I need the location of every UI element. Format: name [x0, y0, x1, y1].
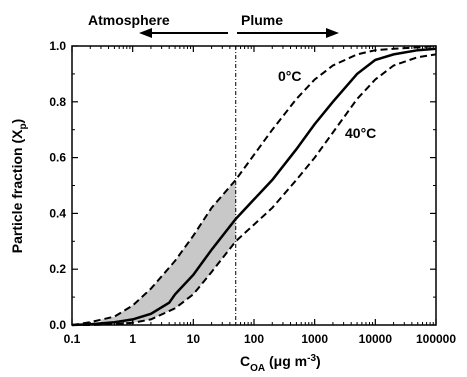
x-tick-label: 100000 — [416, 332, 456, 346]
series-line-0 — [71, 45, 437, 326]
x-axis-title: COA (μg m-3) — [240, 353, 321, 374]
axis-ticks — [71, 45, 437, 326]
tick-labels: 0.1 1 10 100 1000 10000 100000 0.0 0.2 0.4 0.6 0.8 1… — [49, 39, 456, 346]
series-line-2 — [72, 53, 437, 326]
x-tick-label: 1 — [129, 332, 136, 346]
x-tick-label: 0.1 — [64, 332, 81, 346]
atmosphere-label: Atmosphere — [88, 12, 170, 28]
y-tick-label: 1.0 — [49, 39, 66, 53]
y-tick-label: 0.0 — [49, 318, 66, 332]
x-tick-label: 100 — [244, 332, 264, 346]
curve-0c-label: 0°C — [278, 68, 302, 84]
y-tick-label: 0.2 — [49, 262, 66, 276]
atmosphere-arrow — [139, 28, 228, 38]
series-line-1 — [71, 47, 437, 327]
plume-label: Plume — [241, 12, 283, 28]
x-tick-label: 10000 — [359, 332, 393, 346]
y-tick-label: 0.8 — [49, 95, 66, 109]
curve-40c-label: 40°C — [345, 125, 376, 141]
y-axis-title: Particle fraction (Xp) — [9, 119, 29, 253]
y-tick-label: 0.4 — [49, 206, 66, 220]
y-tick-label: 0.6 — [49, 151, 66, 165]
plot-frame — [71, 45, 437, 326]
x-tick-label: 10 — [187, 332, 201, 346]
plume-arrow — [237, 28, 339, 38]
plot-area — [71, 45, 437, 327]
x-tick-label: 1000 — [301, 332, 328, 346]
